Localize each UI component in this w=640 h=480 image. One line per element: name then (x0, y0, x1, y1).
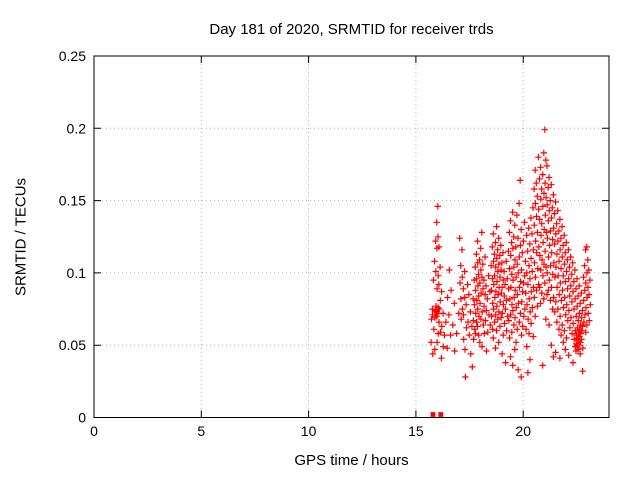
x-axis-label: GPS time / hours (294, 452, 409, 469)
x-tick-label: 0 (90, 423, 98, 439)
y-tick-label: 0.05 (59, 337, 86, 353)
zero-clipped-marker (438, 412, 444, 417)
x-tick-label: 20 (515, 423, 531, 439)
x-tick-label: 10 (301, 423, 317, 439)
x-tick-label: 15 (408, 423, 424, 439)
axis-ticks (93, 55, 609, 418)
y-tick-label: 0 (78, 410, 86, 426)
zero-clipped-marker (430, 412, 436, 417)
grid-lines (94, 56, 609, 418)
y-tick-label: 0.2 (67, 120, 87, 136)
y-tick-label: 0.1 (67, 265, 87, 281)
plot-border (93, 55, 610, 418)
x-tick-label: 5 (197, 423, 205, 439)
y-tick-label: 0.15 (59, 193, 86, 209)
chart-title: Day 181 of 2020, SRMTID for receiver trd… (209, 21, 494, 38)
y-tick-label: 0.25 (59, 48, 86, 64)
data-points-srmtid (427, 126, 594, 381)
